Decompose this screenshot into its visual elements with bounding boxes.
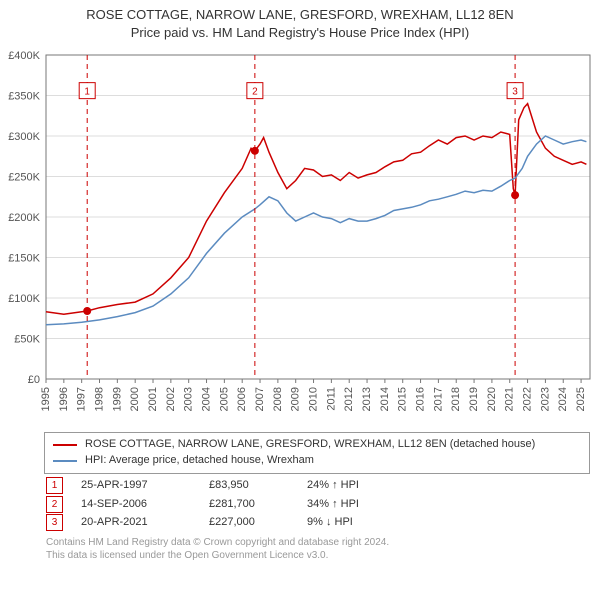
- svg-text:1996: 1996: [58, 387, 70, 411]
- events-table: 1 25-APR-1997 £83,950 24% ↑ HPI 2 14-SEP-2006…: [46, 476, 586, 532]
- legend-swatch: [53, 460, 77, 462]
- title-main: ROSE COTTAGE, NARROW LANE, GRESFORD, WRE…: [10, 6, 590, 24]
- event-point-1: [83, 307, 91, 315]
- svg-text:2008: 2008: [272, 387, 284, 411]
- legend-item: ROSE COTTAGE, NARROW LANE, GRESFORD, WRE…: [53, 437, 581, 453]
- svg-text:£200K: £200K: [8, 212, 40, 224]
- footer-line-1: Contains HM Land Registry data © Crown c…: [46, 536, 588, 549]
- svg-text:£300K: £300K: [8, 131, 40, 143]
- svg-text:£0: £0: [28, 374, 40, 386]
- svg-text:2012: 2012: [343, 387, 355, 411]
- svg-text:3: 3: [512, 87, 518, 98]
- svg-text:2002: 2002: [165, 387, 177, 411]
- svg-text:2001: 2001: [147, 387, 159, 411]
- legend-swatch: [53, 444, 77, 446]
- event-row-badge: 3: [46, 514, 63, 531]
- svg-text:1995: 1995: [40, 387, 52, 411]
- svg-text:2000: 2000: [129, 387, 141, 411]
- chart-svg: £0 £50K £100K £150K £200K £250K £300K £350K £400…: [0, 43, 600, 423]
- svg-text:2003: 2003: [183, 387, 195, 411]
- event-price: £227,000: [209, 513, 289, 532]
- svg-text:2: 2: [252, 87, 258, 98]
- footer: Contains HM Land Registry data © Crown c…: [46, 536, 588, 562]
- event-price: £281,700: [209, 495, 289, 514]
- svg-text:2019: 2019: [468, 387, 480, 411]
- svg-text:2013: 2013: [361, 387, 373, 411]
- svg-text:2016: 2016: [415, 387, 427, 411]
- event-point-2: [251, 147, 259, 155]
- svg-text:2021: 2021: [504, 387, 516, 411]
- event-price: £83,950: [209, 476, 289, 495]
- svg-text:2015: 2015: [397, 387, 409, 411]
- svg-text:2022: 2022: [522, 387, 534, 411]
- svg-text:2009: 2009: [290, 387, 302, 411]
- titles: ROSE COTTAGE, NARROW LANE, GRESFORD, WRE…: [0, 0, 600, 43]
- event-date: 20-APR-2021: [81, 513, 191, 532]
- svg-text:2005: 2005: [218, 387, 230, 411]
- svg-text:£100K: £100K: [8, 293, 40, 305]
- event-row: 2 14-SEP-2006 £281,700 34% ↑ HPI: [46, 495, 586, 514]
- chart: £0 £50K £100K £150K £200K £250K £300K £350K £400…: [0, 43, 600, 428]
- title-sub: Price paid vs. HM Land Registry's House …: [10, 24, 590, 42]
- svg-text:1998: 1998: [94, 387, 106, 411]
- svg-text:2010: 2010: [308, 387, 320, 411]
- svg-text:2018: 2018: [450, 387, 462, 411]
- svg-text:£50K: £50K: [14, 334, 40, 346]
- legend-label: HPI: Average price, detached house, Wrex…: [85, 453, 314, 469]
- svg-text:2023: 2023: [539, 387, 551, 411]
- event-pct: 24% ↑ HPI: [307, 476, 407, 495]
- event-row: 1 25-APR-1997 £83,950 24% ↑ HPI: [46, 476, 586, 495]
- svg-text:2020: 2020: [486, 387, 498, 411]
- svg-text:2024: 2024: [557, 387, 569, 411]
- svg-text:£400K: £400K: [8, 50, 40, 62]
- svg-text:2011: 2011: [325, 387, 337, 411]
- event-pct: 34% ↑ HPI: [307, 495, 407, 514]
- svg-text:2014: 2014: [379, 387, 391, 411]
- chart-card: ROSE COTTAGE, NARROW LANE, GRESFORD, WRE…: [0, 0, 600, 562]
- svg-text:2025: 2025: [575, 387, 587, 411]
- svg-text:2017: 2017: [432, 387, 444, 411]
- svg-text:1: 1: [84, 87, 90, 98]
- svg-text:£250K: £250K: [8, 172, 40, 184]
- event-point-3: [511, 191, 519, 199]
- event-date: 25-APR-1997: [81, 476, 191, 495]
- event-row: 3 20-APR-2021 £227,000 9% ↓ HPI: [46, 513, 586, 532]
- event-pct: 9% ↓ HPI: [307, 513, 407, 532]
- event-row-badge: 2: [46, 496, 63, 513]
- svg-text:2004: 2004: [201, 387, 213, 411]
- legend-item: HPI: Average price, detached house, Wrex…: [53, 453, 581, 469]
- svg-text:£150K: £150K: [8, 253, 40, 265]
- svg-text:2006: 2006: [236, 387, 248, 411]
- footer-line-2: This data is licensed under the Open Gov…: [46, 549, 588, 562]
- legend-label: ROSE COTTAGE, NARROW LANE, GRESFORD, WRE…: [85, 437, 535, 453]
- legend: ROSE COTTAGE, NARROW LANE, GRESFORD, WRE…: [44, 432, 590, 474]
- event-row-badge: 1: [46, 477, 63, 494]
- svg-text:1997: 1997: [76, 387, 88, 411]
- svg-text:1999: 1999: [111, 387, 123, 411]
- event-date: 14-SEP-2006: [81, 495, 191, 514]
- svg-text:2007: 2007: [254, 387, 266, 411]
- svg-text:£350K: £350K: [8, 91, 40, 103]
